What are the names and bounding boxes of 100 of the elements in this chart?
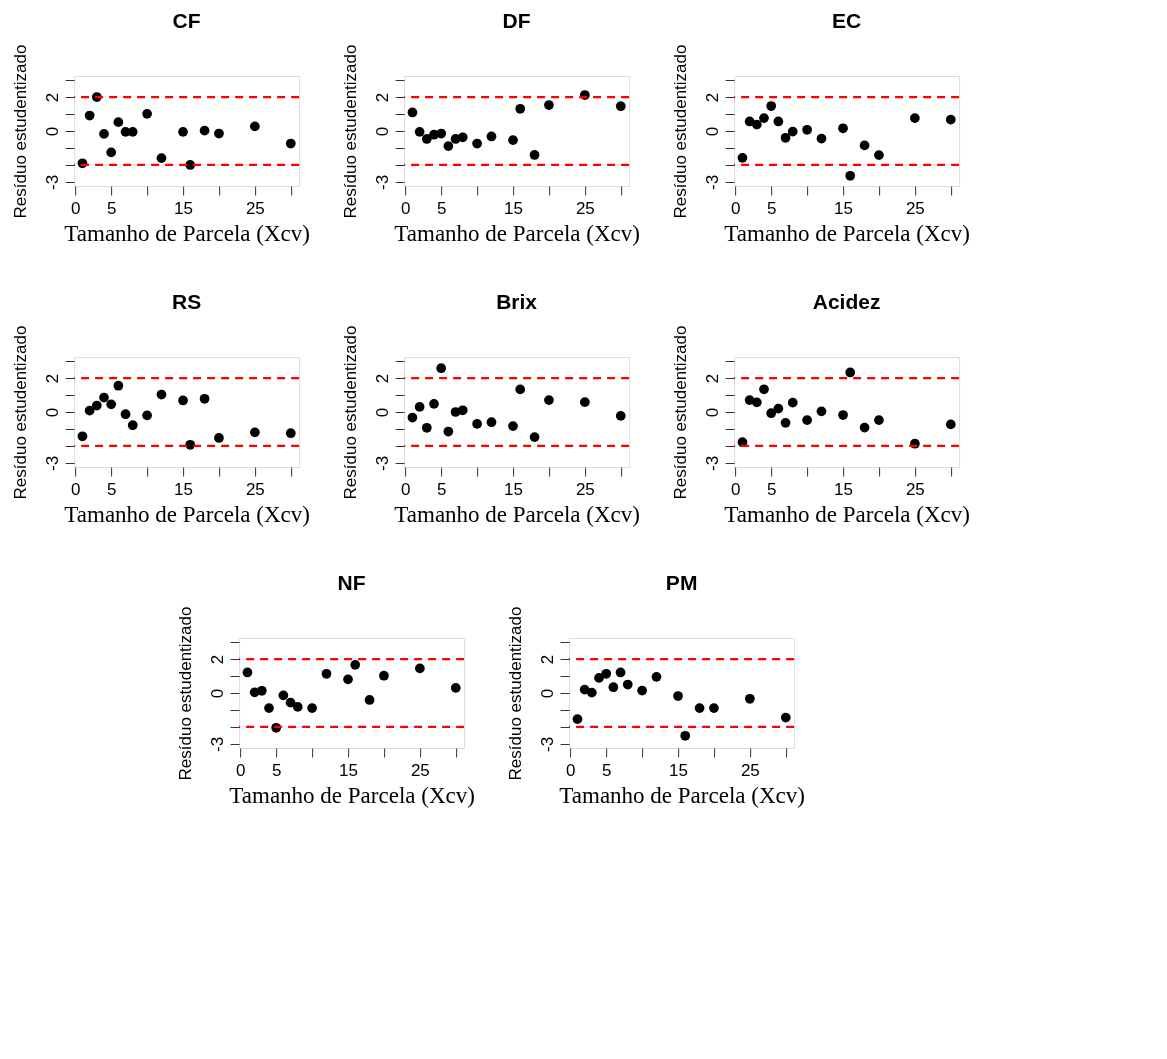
- point: [751, 119, 762, 130]
- y-tick-label: 0: [42, 407, 62, 418]
- x-tick-label: 25: [740, 760, 760, 780]
- point: [120, 409, 131, 420]
- point: [766, 408, 777, 419]
- point: [443, 426, 454, 437]
- point: [264, 703, 274, 713]
- chart-title: DF: [502, 9, 531, 33]
- y-tick-label: 2: [702, 92, 722, 103]
- x-tick-label: 15: [834, 198, 853, 218]
- point: [780, 712, 791, 723]
- point: [637, 685, 647, 696]
- chart-title: Brix: [496, 290, 538, 314]
- point: [84, 405, 95, 416]
- chart-title: PM: [665, 571, 698, 595]
- point: [859, 140, 870, 151]
- point: [751, 397, 762, 408]
- x-tick-label: 0: [731, 479, 741, 499]
- y-axis-title: Resíduo estudentizado: [670, 325, 690, 500]
- x-tick-label: 5: [436, 198, 447, 218]
- y-tick-label: 2: [537, 654, 557, 665]
- y-tick-label: 2: [372, 373, 392, 384]
- point: [486, 131, 497, 142]
- x-tick-label: 5: [766, 198, 777, 218]
- point: [199, 125, 210, 136]
- y-axis-title: Resíduo estudentizado: [340, 44, 360, 219]
- x-tick-label: 0: [401, 479, 411, 499]
- point: [457, 405, 468, 416]
- y-tick-label: -3: [372, 174, 392, 190]
- point: [278, 690, 289, 701]
- x-tick-label: 15: [174, 479, 193, 499]
- point: [579, 397, 590, 408]
- y-tick-label: 0: [702, 126, 722, 137]
- point: [249, 427, 260, 438]
- point: [443, 141, 454, 151]
- y-tick-label: -3: [42, 174, 62, 190]
- point: [651, 672, 662, 682]
- point: [249, 121, 260, 132]
- y-tick-label: 2: [42, 373, 62, 384]
- point: [787, 397, 798, 408]
- point: [673, 691, 683, 701]
- point: [572, 714, 583, 725]
- point: [472, 419, 482, 429]
- y-tick-label: -3: [702, 455, 722, 471]
- x-tick-label: 5: [766, 479, 777, 499]
- chart-title: NF: [337, 571, 366, 595]
- chart-title: EC: [832, 9, 862, 33]
- y-tick-label: -3: [207, 736, 227, 752]
- point: [407, 107, 418, 118]
- point: [106, 147, 117, 158]
- point: [256, 685, 267, 696]
- point: [773, 116, 784, 127]
- x-tick-label: 25: [245, 198, 265, 218]
- x-axis-title: Tamanho de Parcela (Xcv): [394, 501, 640, 527]
- point: [780, 418, 791, 428]
- point: [615, 411, 626, 421]
- point: [787, 126, 798, 137]
- y-tick-label: 0: [42, 126, 62, 137]
- point: [414, 126, 425, 137]
- point: [156, 153, 167, 164]
- point: [214, 433, 224, 443]
- chart-title: CF: [172, 9, 201, 33]
- y-tick-label: 2: [207, 654, 227, 665]
- y-axis-title: Resíduo estudentizado: [175, 606, 195, 781]
- point: [680, 730, 691, 741]
- point: [874, 415, 884, 426]
- x-tick-label: 0: [71, 479, 81, 499]
- y-tick-label: 0: [372, 407, 392, 418]
- point: [214, 128, 224, 139]
- point: [608, 682, 619, 693]
- point: [529, 150, 540, 160]
- point: [737, 152, 748, 163]
- point: [379, 670, 389, 681]
- y-tick-label: -3: [42, 455, 62, 471]
- x-tick-label: 5: [601, 760, 612, 780]
- point: [429, 398, 439, 409]
- y-axis-title: Resíduo estudentizado: [10, 325, 30, 500]
- point: [515, 384, 526, 395]
- chart-title: Acidez: [812, 290, 881, 314]
- point: [845, 367, 856, 378]
- point: [307, 703, 317, 713]
- x-tick-label: 15: [174, 198, 193, 218]
- point: [945, 419, 956, 430]
- point: [127, 420, 138, 431]
- x-tick-label: 0: [566, 760, 576, 780]
- x-tick-label: 25: [905, 479, 925, 499]
- point: [142, 410, 152, 421]
- point: [142, 108, 152, 119]
- point: [544, 395, 554, 405]
- point: [802, 415, 812, 426]
- point: [594, 673, 604, 683]
- y-tick-label: 0: [207, 688, 227, 699]
- y-tick-label: 2: [702, 373, 722, 384]
- point: [709, 703, 719, 713]
- point: [845, 170, 856, 181]
- point: [838, 123, 848, 134]
- point: [156, 389, 167, 400]
- x-axis-title: Tamanho de Parcela (Xcv): [724, 220, 970, 246]
- point: [874, 150, 884, 160]
- point: [199, 393, 210, 404]
